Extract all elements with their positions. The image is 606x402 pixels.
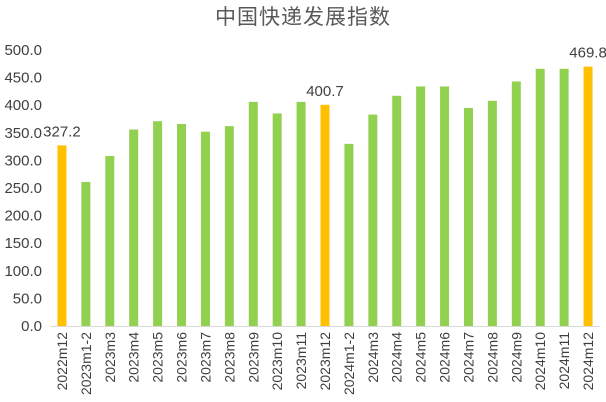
bar-2024m1-2 <box>344 143 354 326</box>
bar-2024m7 <box>463 107 473 327</box>
y-tick-label: 400.0 <box>4 97 42 114</box>
x-tick-label: 2023m5 <box>150 332 166 383</box>
bar-2024m6 <box>440 86 450 326</box>
y-tick-label: 300.0 <box>4 152 42 169</box>
data-labels: 327.2 400.7 469.8 <box>43 45 606 141</box>
x-tick-label: 2023m7 <box>197 332 213 383</box>
x-tick-label: 2022m12 <box>54 332 70 391</box>
bar-2024m12 <box>583 66 593 326</box>
x-tick-label: 2024m10 <box>532 332 548 391</box>
bar-2024m11 <box>559 68 569 326</box>
bar-2023m4 <box>129 129 139 326</box>
bar-2024m10 <box>535 68 545 326</box>
bar-2024m3 <box>368 114 378 326</box>
y-tick-label: 500.0 <box>4 42 42 59</box>
bar-2024m4 <box>392 95 402 326</box>
x-tick-label: 2023m1-2 <box>78 332 94 395</box>
y-tick-label: 450.0 <box>4 70 42 87</box>
x-tick-label: 2024m1-2 <box>341 332 357 395</box>
x-tick-label: 2024m4 <box>389 332 405 383</box>
chart-title: 中国快递发展指数 <box>215 5 391 29</box>
bar-2023m6 <box>177 123 187 326</box>
y-tick-label: 350.0 <box>4 125 42 142</box>
y-tick-label: 50.0 <box>13 290 42 307</box>
bar-2022m12 <box>57 145 67 326</box>
y-tick-label: 150.0 <box>4 235 42 252</box>
bar-2023m11 <box>296 101 306 326</box>
x-tick-label: 2023m8 <box>221 332 237 383</box>
bar-2024m9 <box>511 81 521 327</box>
bar-2023m7 <box>200 131 210 326</box>
bar-2023m5 <box>153 121 163 326</box>
data-label-2023m12: 400.7 <box>306 83 344 100</box>
x-tick-label: 2024m11 <box>556 332 572 390</box>
x-tick-label: 2024m8 <box>484 332 500 383</box>
x-tick-label: 2024m3 <box>365 332 381 383</box>
x-tick-label: 2024m12 <box>580 332 596 391</box>
data-label-2024m12: 469.8 <box>569 45 606 62</box>
x-tick-label: 2024m5 <box>413 332 429 383</box>
y-tick-label: 100.0 <box>4 263 42 280</box>
x-tick-label: 2024m7 <box>460 332 476 383</box>
bars <box>57 66 593 327</box>
x-axis: 2022m12 2023m1-2 2023m3 2023m4 2023m5 2023m6 2… <box>50 326 600 395</box>
y-tick-label: 0.0 <box>21 318 42 335</box>
bar-2024m5 <box>416 86 426 326</box>
bar-2024m8 <box>487 100 497 326</box>
x-tick-label: 2023m12 <box>317 332 333 391</box>
x-tick-label: 2023m3 <box>102 332 118 383</box>
bar-2023m10 <box>272 113 282 326</box>
bar-2023m8 <box>224 126 234 327</box>
x-tick-label: 2023m9 <box>245 332 261 383</box>
data-label-2022m12: 327.2 <box>43 123 81 140</box>
y-axis: 0.0 50.0 100.0 150.0 200.0 250.0 300.0 350.0 400… <box>4 42 42 335</box>
x-tick-label: 2024m9 <box>508 332 524 383</box>
x-tick-label: 2024m6 <box>437 332 453 383</box>
bar-2023m1-2 <box>81 181 91 326</box>
bar-2023m9 <box>248 101 258 326</box>
y-tick-label: 200.0 <box>4 208 42 225</box>
x-tick-label: 2023m6 <box>174 332 190 383</box>
x-tick-label: 2023m10 <box>269 332 285 391</box>
x-tick-label: 2023m4 <box>126 332 142 383</box>
bar-2023m12 <box>320 104 330 326</box>
x-tick-label: 2023m11 <box>293 332 309 390</box>
bar-2023m3 <box>105 155 115 326</box>
y-tick-label: 250.0 <box>4 180 42 197</box>
